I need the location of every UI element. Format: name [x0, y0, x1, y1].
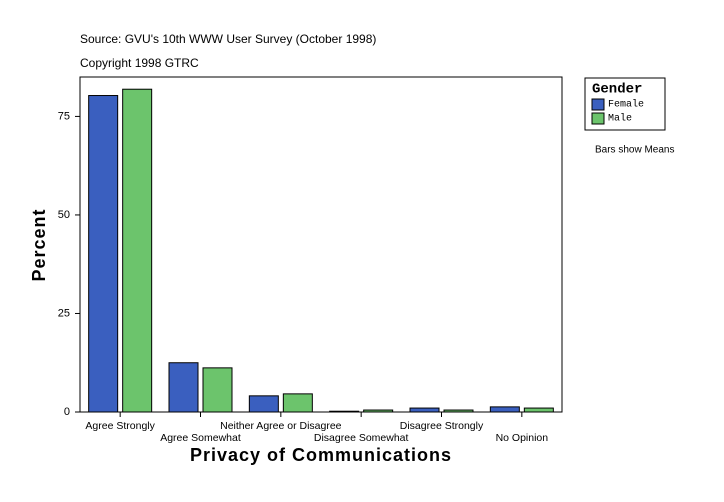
bar: [88, 95, 119, 413]
copyright: Copyright 1998 GTRC: [80, 56, 199, 70]
x-tick-label: Disagree Somewhat: [314, 432, 409, 444]
bar: [443, 409, 474, 413]
x-tick-label: No Opinion: [496, 432, 549, 444]
legend-swatch: [591, 98, 605, 111]
y-axis-title: Percent: [29, 208, 49, 281]
y-tick-label: 25: [58, 307, 70, 319]
y-tick-label: 75: [58, 110, 70, 122]
bar: [122, 88, 153, 413]
legend-label: Male: [608, 113, 632, 125]
x-tick-label: Neither Agree or Disagree: [220, 420, 342, 432]
x-tick-label: Agree Strongly: [85, 420, 155, 432]
bar: [409, 407, 440, 413]
bar: [329, 410, 360, 413]
y-tick-label: 50: [58, 209, 70, 221]
legend-swatch: [591, 112, 605, 125]
x-axis-title: Privacy of Communications: [190, 445, 452, 465]
bar: [489, 406, 520, 413]
bar: [248, 395, 279, 413]
bar: [363, 409, 394, 413]
plot-frame: [79, 76, 563, 413]
legend-label: Female: [608, 99, 644, 111]
legend-title: Gender: [592, 82, 642, 98]
bar: [202, 367, 233, 413]
note: Bars show Means: [595, 145, 674, 156]
bar: [282, 393, 313, 413]
x-tick-label: Agree Somewhat: [160, 432, 241, 444]
bar: [168, 362, 199, 413]
y-tick-label: 0: [64, 406, 70, 418]
subtitle: Source: GVU's 10th WWW User Survey (Octo…: [80, 32, 376, 46]
x-tick-label: Disagree Strongly: [400, 420, 484, 432]
bar: [523, 407, 554, 413]
